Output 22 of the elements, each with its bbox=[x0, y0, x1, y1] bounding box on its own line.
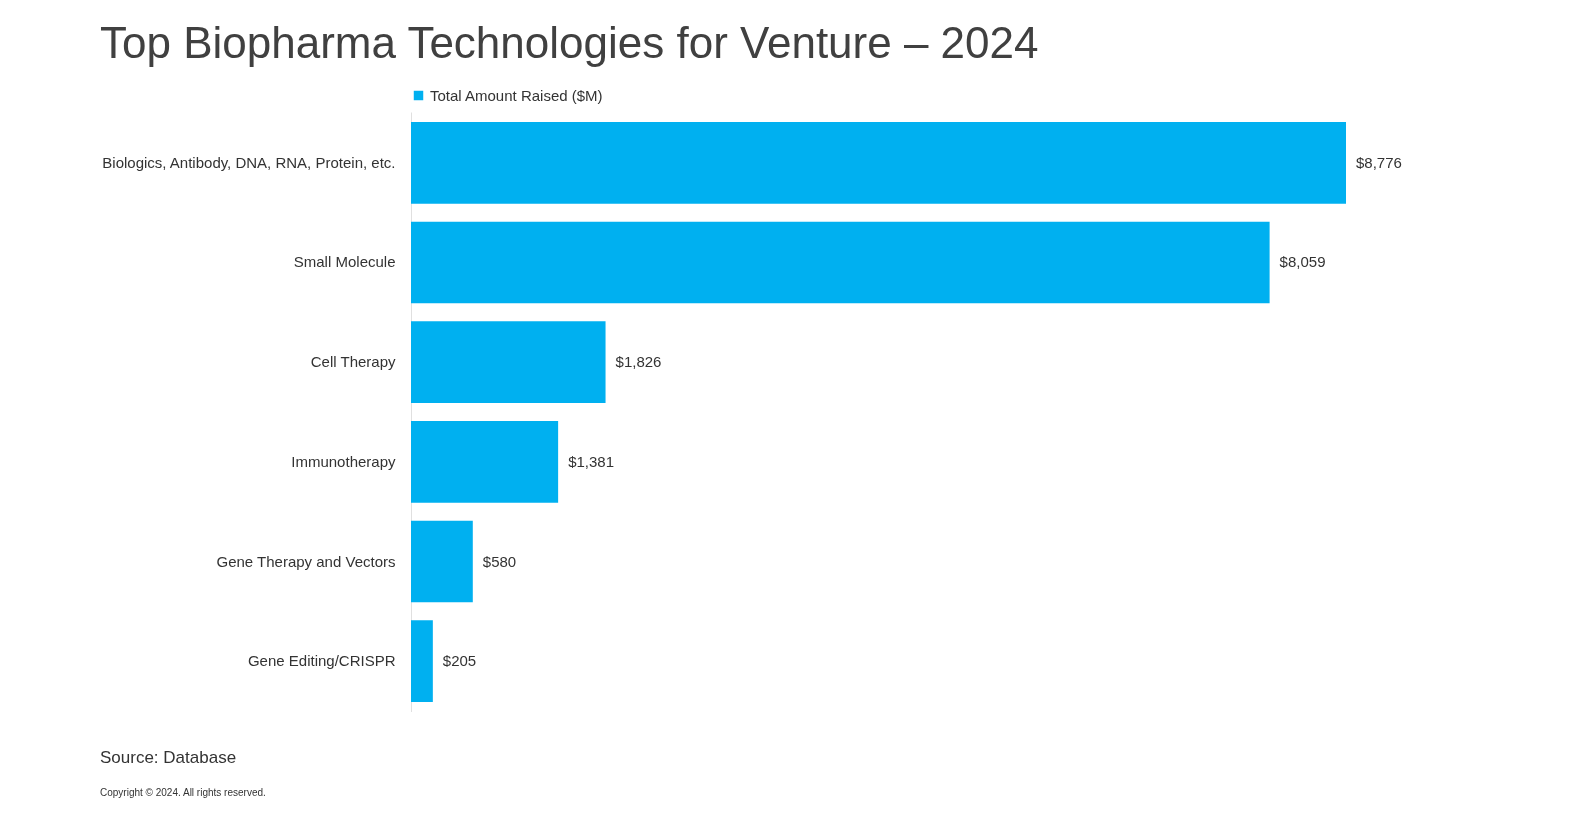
y-tick-label: Immunotherapy bbox=[291, 452, 396, 470]
legend-label: Total Amount Raised ($M) bbox=[430, 86, 603, 104]
data-label: $1,826 bbox=[615, 353, 662, 371]
text: Copyright © 2024. All rights reserved. bbox=[100, 787, 266, 798]
bar bbox=[411, 420, 559, 503]
data-label: $8,776 bbox=[1356, 153, 1402, 171]
y-tick-label: Small Molecule bbox=[293, 253, 396, 271]
source-note: Source: Database bbox=[100, 748, 237, 768]
y-tick-label: Cell Therapy bbox=[310, 353, 396, 371]
bar bbox=[411, 520, 473, 603]
data-label: $8,059 bbox=[1279, 253, 1326, 271]
y-tick-label: Biologics, Antibody, DNA, RNA, Protein, etc. bbox=[102, 153, 396, 171]
y-tick-label: Gene Therapy and Vectors bbox=[216, 552, 396, 570]
y-tick-label: Gene Editing/CRISPR bbox=[247, 652, 396, 670]
data-label: $205 bbox=[442, 652, 477, 670]
bar bbox=[411, 121, 1346, 204]
bar bbox=[411, 221, 1270, 304]
bar bbox=[411, 321, 606, 404]
data-label: $580 bbox=[482, 552, 517, 570]
chart-title: Top Biopharma Technologies for Venture – 2024 bbox=[100, 18, 1039, 68]
bar bbox=[411, 620, 433, 703]
data-label: $1,381 bbox=[568, 452, 615, 470]
